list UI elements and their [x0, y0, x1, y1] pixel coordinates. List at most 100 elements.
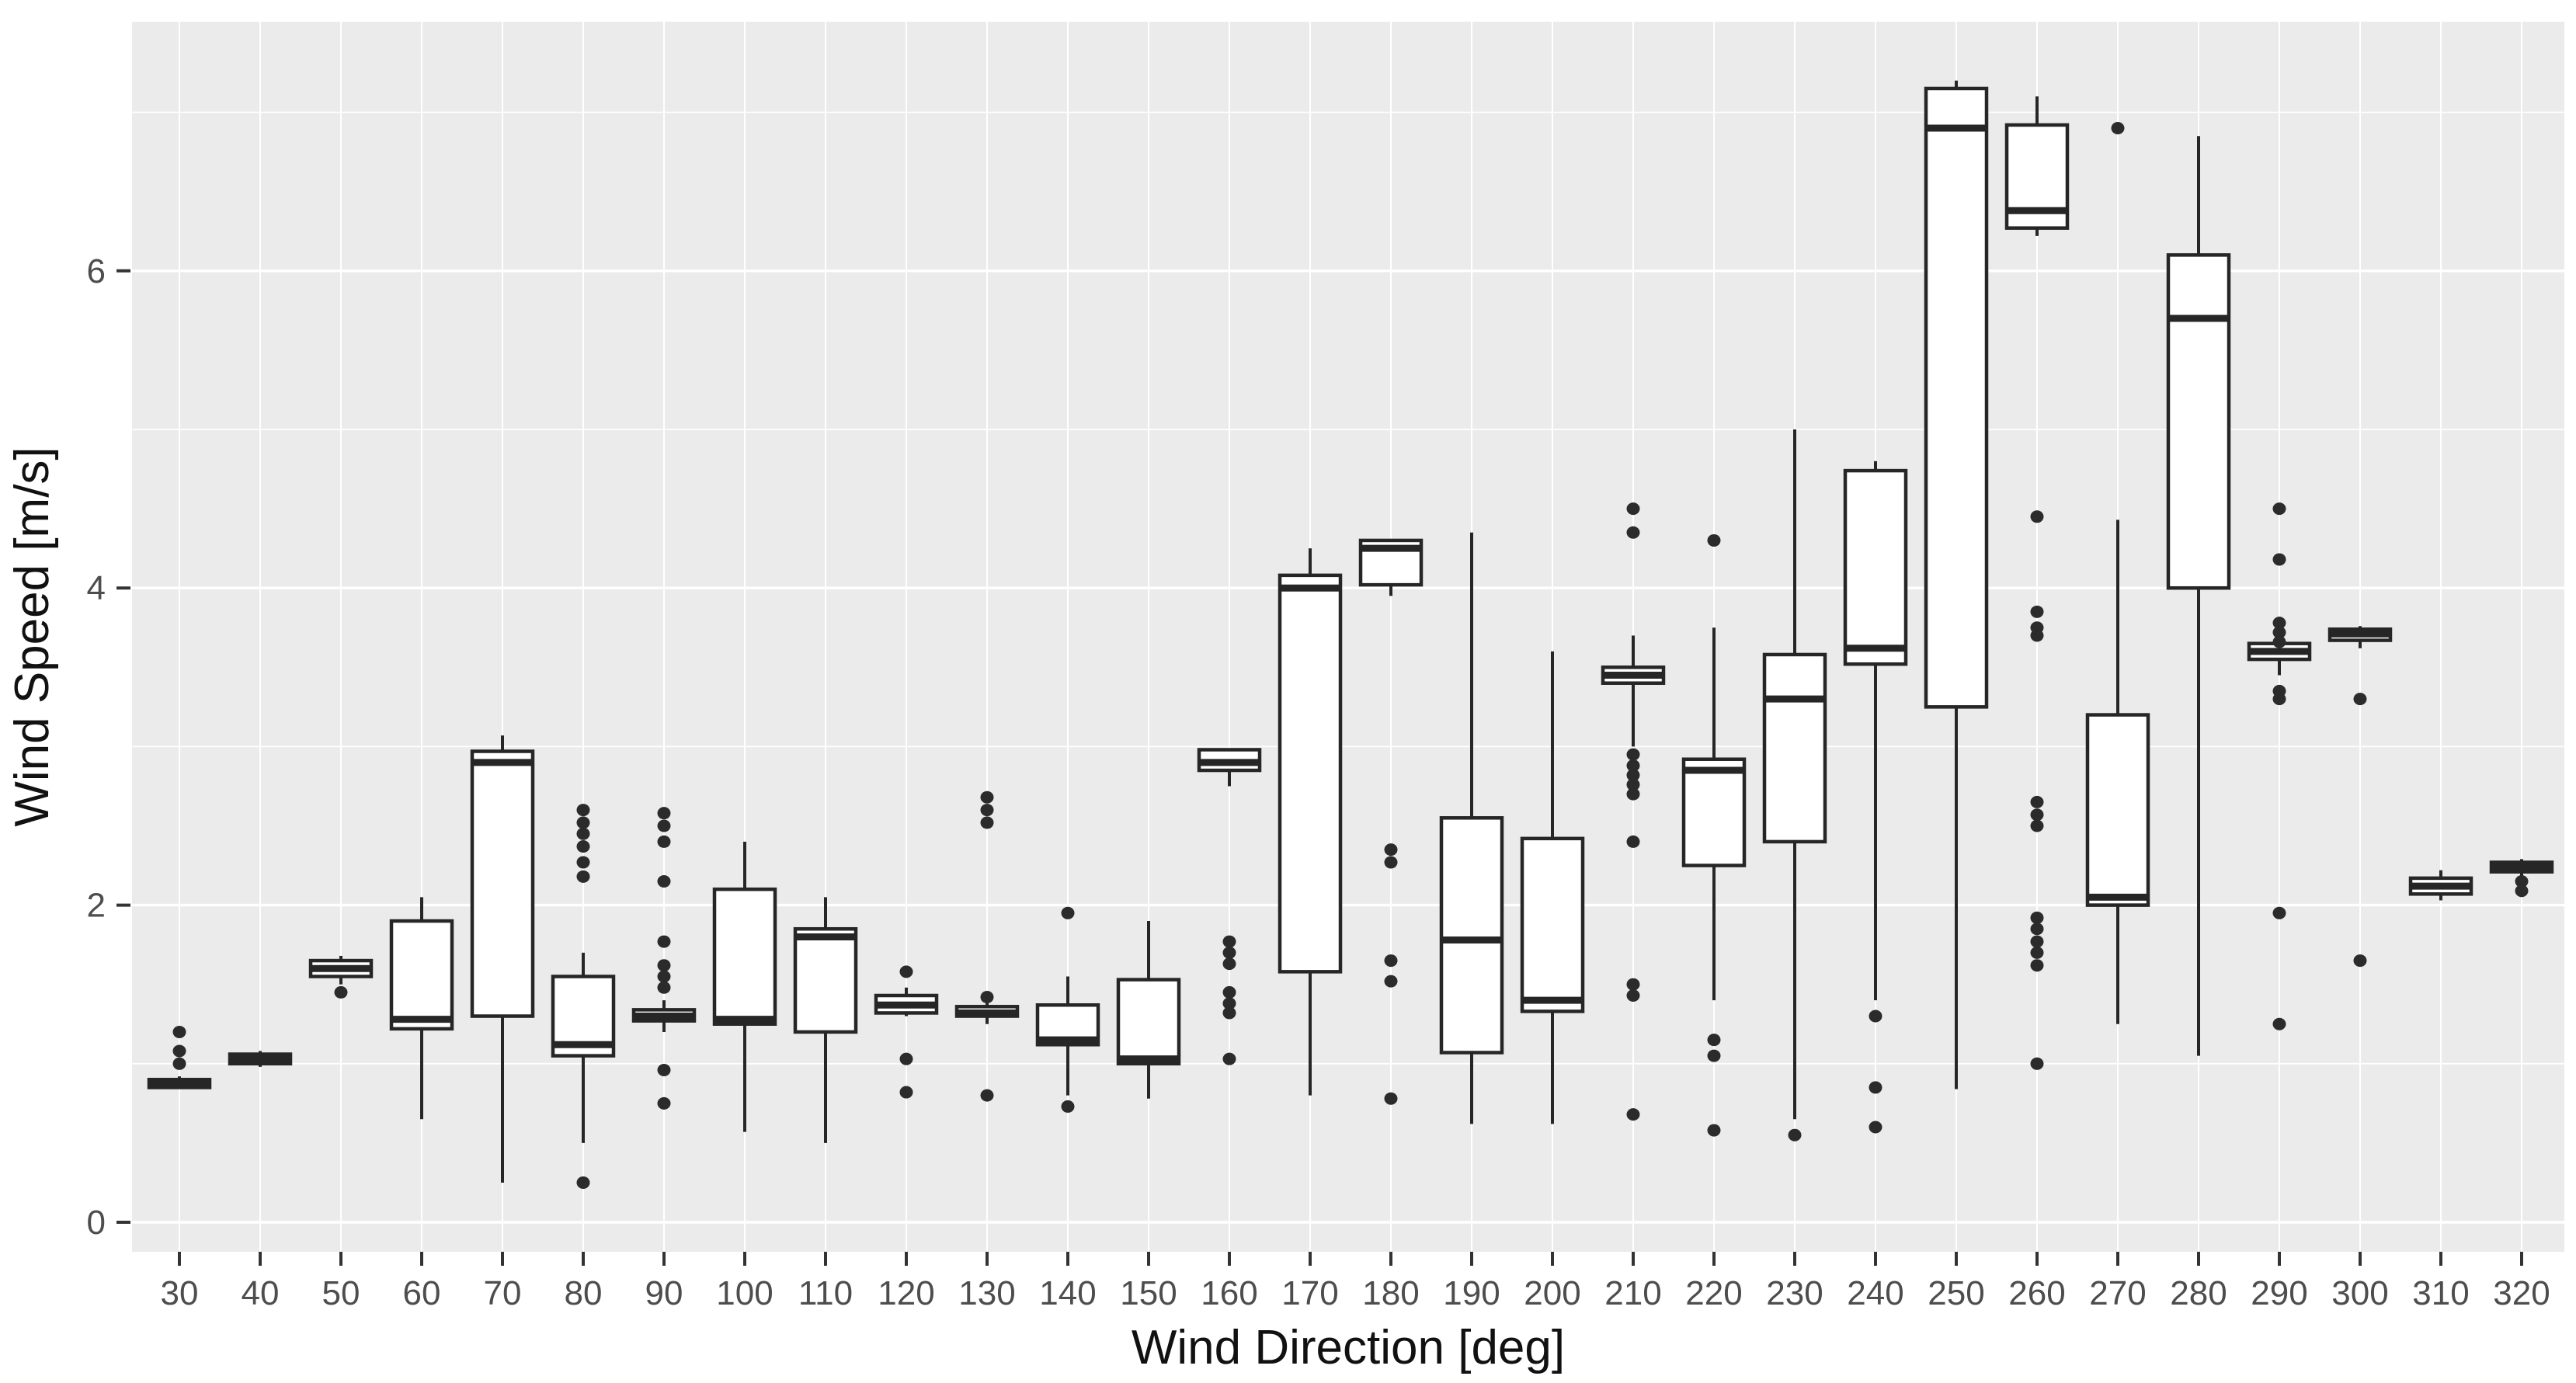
- box-30: [147, 1025, 212, 1089]
- outlier-dot: [1222, 935, 1236, 948]
- x-tick-label: 180: [1362, 1274, 1419, 1312]
- outlier-dot: [2030, 819, 2044, 832]
- outlier-dot: [2272, 617, 2286, 630]
- outlier-dot: [1384, 843, 1398, 857]
- outlier-dot: [980, 791, 994, 804]
- x-tick-label: 210: [1604, 1274, 1661, 1312]
- x-tick-label: 270: [2089, 1274, 2146, 1312]
- x-tick-label: 170: [1281, 1274, 1338, 1312]
- iqr-box: [2085, 713, 2150, 907]
- outlier-dot: [2272, 635, 2286, 648]
- outlier-dot: [1707, 1124, 1721, 1137]
- x-tick-label: 190: [1443, 1274, 1500, 1312]
- outlier-dot: [1626, 748, 1640, 761]
- outlier-dot: [172, 1057, 186, 1070]
- panel-background: [132, 22, 2564, 1252]
- outlier-dot: [1626, 526, 1640, 539]
- box-110: [793, 897, 858, 1143]
- outlier-dot: [1626, 787, 1640, 801]
- outlier-dot: [576, 840, 590, 853]
- outlier-dot: [657, 959, 671, 972]
- box-180: [1358, 538, 1424, 1105]
- outlier-dot: [2272, 626, 2286, 639]
- outlier-dot: [657, 835, 671, 848]
- outlier-dot: [576, 856, 590, 869]
- x-tick-label: 60: [403, 1274, 441, 1312]
- outlier-dot: [1626, 769, 1640, 782]
- outlier-dot: [1061, 906, 1075, 919]
- x-tick-label: 220: [1685, 1274, 1742, 1312]
- outlier-dot: [657, 1063, 671, 1076]
- outlier-dot: [1384, 954, 1398, 968]
- outlier-dot: [1626, 778, 1640, 791]
- iqr-box: [1116, 978, 1181, 1066]
- outlier-dot: [2272, 906, 2286, 919]
- iqr-box: [712, 887, 777, 1027]
- box-200: [1520, 651, 1585, 1124]
- x-tick-label: 40: [242, 1274, 280, 1312]
- y-axis-title: Wind Speed [m/s]: [5, 447, 59, 826]
- y-tick-label: 2: [87, 887, 106, 925]
- outlier-dot: [657, 1096, 671, 1110]
- box-320: [2489, 859, 2554, 898]
- box-150: [1116, 921, 1181, 1099]
- iqr-box: [1843, 468, 1908, 666]
- outlier-dot: [172, 1025, 186, 1038]
- box-250: [1924, 80, 1989, 1089]
- iqr-box: [470, 749, 535, 1018]
- outlier-dot: [2111, 122, 2125, 135]
- box-80: [551, 804, 616, 1189]
- outlier-dot: [1061, 1100, 1075, 1113]
- iqr-box: [1520, 836, 1585, 1013]
- box-190: [1439, 532, 1504, 1124]
- iqr-box: [1762, 652, 1827, 844]
- box-40: [228, 1051, 293, 1067]
- x-tick-label: 300: [2331, 1274, 2388, 1312]
- outlier-dot: [2030, 605, 2044, 618]
- outlier-dot: [2030, 946, 2044, 959]
- x-tick-label: 160: [1201, 1274, 1257, 1312]
- outlier-dot: [2272, 502, 2286, 516]
- outlier-dot: [1626, 759, 1640, 772]
- outlier-dot: [334, 985, 348, 999]
- box-240: [1843, 460, 1908, 1134]
- outlier-dot: [657, 874, 671, 888]
- outlier-dot: [1384, 1092, 1398, 1105]
- iqr-box: [389, 919, 454, 1031]
- outlier-dot: [2030, 1057, 2044, 1070]
- outlier-dot: [1222, 946, 1236, 959]
- outlier-dot: [980, 1089, 994, 1102]
- outlier-dot: [1869, 1009, 1882, 1023]
- box-290: [2247, 502, 2312, 1030]
- outlier-dot: [980, 804, 994, 817]
- outlier-dot: [1384, 975, 1398, 988]
- x-tick-label: 100: [716, 1274, 773, 1312]
- box-60: [389, 897, 454, 1120]
- outlier-dot: [2272, 693, 2286, 706]
- outlier-dot: [576, 804, 590, 817]
- outlier-dot: [899, 1086, 913, 1099]
- outlier-dot: [657, 981, 671, 994]
- x-tick-label: 80: [565, 1274, 603, 1312]
- outlier-dot: [1788, 1128, 1802, 1141]
- outlier-dot: [2030, 795, 2044, 808]
- plot-render-root: 0 2 4 6 30 40 50 60 70 80 90 100 110 120 130 140 150 160 1…: [87, 22, 2564, 1312]
- box-140: [1035, 906, 1100, 1113]
- x-tick-label: 290: [2251, 1274, 2307, 1312]
- box-310: [2408, 870, 2473, 901]
- outlier-dot: [2030, 808, 2044, 822]
- outlier-dot: [2353, 954, 2367, 968]
- outlier-dot: [1626, 835, 1640, 848]
- x-tick-label: 110: [798, 1274, 853, 1312]
- outlier-dot: [657, 819, 671, 832]
- box-170: [1278, 548, 1343, 1096]
- outlier-dot: [1222, 957, 1236, 971]
- y-tick-label: 0: [87, 1204, 106, 1242]
- box-300: [2327, 626, 2393, 968]
- box-100: [712, 841, 777, 1132]
- box-160: [1197, 748, 1262, 1065]
- outlier-dot: [2030, 510, 2044, 523]
- x-tick-label: 240: [1847, 1274, 1903, 1312]
- outlier-dot: [1707, 1049, 1721, 1062]
- x-tick-label: 70: [484, 1274, 522, 1312]
